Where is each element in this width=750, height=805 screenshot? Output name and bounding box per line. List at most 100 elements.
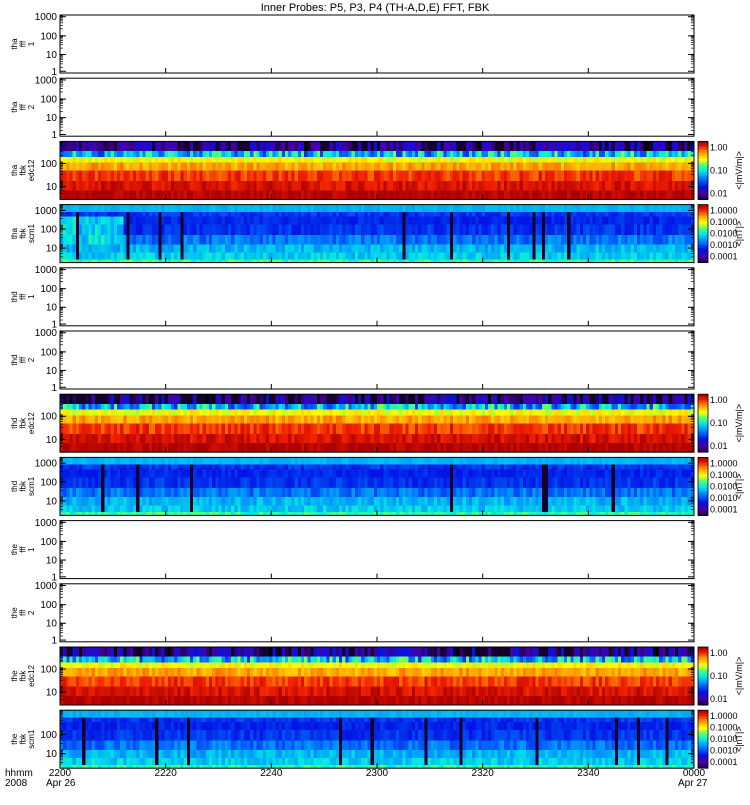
heatmap-cell: [472, 434, 476, 444]
heatmap-cell: [469, 423, 473, 434]
heatmap-cell: [488, 443, 492, 453]
heatmap-cell: [225, 224, 229, 235]
heatmap-cell: [494, 216, 498, 224]
heatmap-cell: [317, 434, 321, 444]
heatmap-cell: [482, 235, 486, 245]
heatmap-cell: [501, 224, 505, 235]
heatmap-cell: [574, 205, 578, 212]
heatmap-cell: [577, 216, 581, 224]
heatmap-cell: [672, 224, 676, 235]
heatmap-cell: [228, 170, 232, 181]
heatmap-cell: [82, 181, 86, 191]
heatmap-cell: [608, 181, 612, 191]
heatmap-cell: [295, 423, 299, 434]
heatmap-cell: [542, 162, 546, 170]
heatmap-cell: [380, 151, 384, 157]
heatmap-cell: [428, 409, 432, 415]
heatmap-cell: [688, 434, 692, 444]
heatmap-cell: [570, 252, 574, 259]
heatmap-cell: [485, 181, 489, 191]
heatmap-cell: [260, 170, 264, 181]
heatmap-cell: [212, 235, 216, 245]
heatmap-cell: [193, 235, 197, 245]
heatmap-cell: [526, 252, 530, 259]
heatmap-cell: [225, 415, 229, 423]
heatmap-cell: [241, 190, 245, 200]
heatmap-cell: [440, 244, 444, 252]
heatmap-cell: [89, 205, 93, 212]
heatmap-cell: [231, 170, 235, 181]
heatmap-cell: [593, 394, 597, 404]
heatmap-cell: [605, 162, 609, 170]
heatmap-cell: [482, 394, 486, 404]
y-tick-label: 10: [46, 435, 58, 446]
heatmap-cell: [627, 141, 631, 151]
heatmap-cell: [180, 415, 184, 423]
heatmap-cell: [678, 141, 682, 151]
heatmap-cell: [212, 224, 216, 235]
heatmap-cell: [434, 443, 438, 453]
heatmap-cell: [577, 151, 581, 157]
heatmap-cell: [589, 415, 593, 423]
heatmap-cell: [466, 394, 470, 404]
heatmap-cell: [640, 252, 644, 259]
heatmap-cell: [431, 409, 435, 415]
heatmap-cell: [523, 235, 527, 245]
heatmap-cell: [593, 423, 597, 434]
heatmap-cell: [463, 244, 467, 252]
heatmap-cell: [653, 156, 657, 162]
heatmap-cell: [123, 244, 127, 252]
heatmap-cell: [272, 415, 276, 423]
heatmap-cell: [364, 235, 368, 245]
heatmap-cell: [684, 162, 688, 170]
heatmap-cell: [396, 403, 400, 409]
heatmap-cell: [89, 244, 93, 252]
heatmap-cell: [333, 216, 337, 224]
heatmap-cell: [507, 162, 511, 170]
heatmap-cell: [380, 415, 384, 423]
heatmap-cell: [136, 403, 140, 409]
heatmap-cell: [70, 205, 74, 212]
heatmap-cell: [133, 252, 137, 259]
heatmap-cell: [222, 156, 226, 162]
heatmap-cell: [317, 212, 321, 217]
heatmap-cell: [225, 162, 229, 170]
heatmap-cell: [675, 235, 679, 245]
heatmap-cell: [570, 409, 574, 415]
heatmap-cell: [634, 235, 638, 245]
heatmap-cell: [456, 156, 460, 162]
heatmap-cell: [168, 252, 172, 259]
heatmap-cell: [367, 252, 371, 259]
heatmap-cell: [593, 235, 597, 245]
heatmap-cell: [662, 235, 666, 245]
heatmap-cell: [133, 434, 137, 444]
heatmap-cell: [561, 181, 565, 191]
heatmap-cell: [497, 156, 501, 162]
heatmap-cell: [542, 244, 546, 252]
heatmap-cell: [421, 409, 425, 415]
heatmap-cell: [196, 181, 200, 191]
heatmap-cell: [174, 415, 178, 423]
heatmap-cell: [152, 205, 156, 212]
heatmap-cell: [98, 434, 102, 444]
heatmap-cell: [383, 423, 387, 434]
heatmap-cell: [488, 224, 492, 235]
heatmap-cell: [108, 403, 112, 409]
heatmap-cell: [339, 244, 343, 252]
heatmap-cell: [82, 443, 86, 453]
heatmap-cell: [165, 151, 169, 157]
heatmap-cell: [494, 151, 498, 157]
heatmap-cell: [371, 235, 375, 245]
heatmap-cell: [180, 162, 184, 170]
heatmap-cell: [520, 181, 524, 191]
heatmap-cell: [621, 443, 625, 453]
heatmap-cell: [634, 415, 638, 423]
heatmap-cell: [228, 394, 232, 404]
heatmap-cell: [482, 151, 486, 157]
heatmap-cell: [95, 212, 99, 217]
heatmap-cell: [111, 170, 115, 181]
heatmap-cell: [551, 162, 555, 170]
heatmap-cell: [63, 409, 67, 415]
heatmap-cell: [288, 216, 292, 224]
heatmap-cell: [440, 434, 444, 444]
